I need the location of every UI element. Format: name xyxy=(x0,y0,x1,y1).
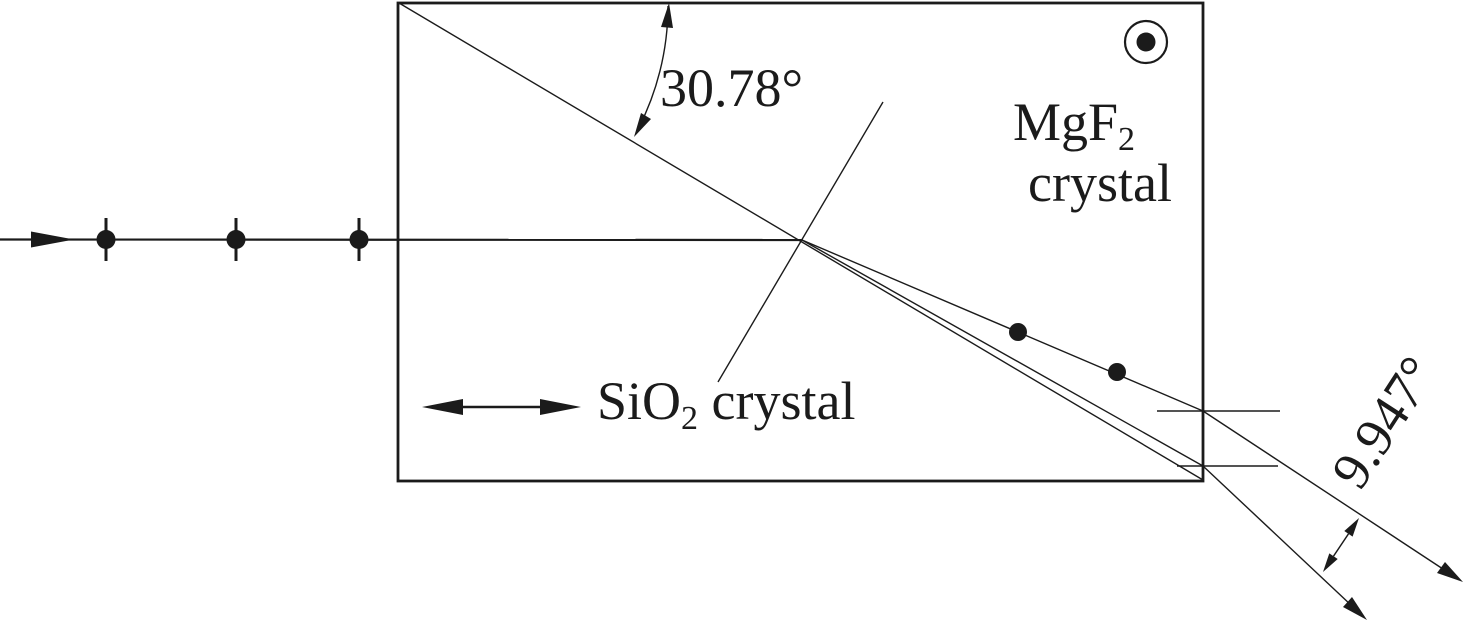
mgf2-subscript: 2 xyxy=(1118,121,1135,158)
in-plane-polarization-arrowhead-right xyxy=(540,399,581,415)
angle-arc-arrowhead-down xyxy=(634,113,651,137)
mgf2-crystal-label-line2: crystal xyxy=(1028,153,1172,213)
sio2-crystal-label: SiO2 crystal xyxy=(597,371,856,437)
separation-angle-arrowhead-up xyxy=(1344,518,1359,537)
exit-ray-upper-line xyxy=(1202,410,1447,572)
mgf2-formula: MgF xyxy=(1013,92,1118,152)
incident-ray-arrowhead xyxy=(31,231,74,248)
crystal-box xyxy=(396,1,1205,483)
separation-angle-arrow xyxy=(1323,518,1359,572)
mgf2-crystal-label: MgF2 xyxy=(1013,92,1135,158)
polarization-dot-icon xyxy=(1108,363,1126,381)
polarization-dot-icon xyxy=(349,230,369,249)
exit-ray-lower-arrowhead xyxy=(1343,597,1367,620)
sio2-formula: SiO xyxy=(597,371,681,431)
interface-angle-label: 30.78° xyxy=(660,58,803,118)
sio2-subscript: 2 xyxy=(681,400,698,437)
separation-angle-label: 9.947° xyxy=(1320,346,1448,499)
polarization-dot-icon xyxy=(226,230,246,249)
refracted-ray-upper-line xyxy=(801,239,1204,412)
refracted-ray-lower-line xyxy=(801,239,1204,467)
in-plane-polarization-arrowhead-left xyxy=(422,399,463,415)
exit-ray-lower-line xyxy=(1202,465,1353,607)
exit-ray-upper-arrowhead xyxy=(1437,562,1463,582)
exit-ray-lower xyxy=(1202,465,1367,620)
out-of-page-icon xyxy=(1123,19,1169,65)
incidence-angle-arc xyxy=(634,3,673,137)
exit-ray-upper xyxy=(1202,410,1463,582)
polarization-dot-icon xyxy=(96,230,116,249)
incident-ray xyxy=(0,218,803,261)
in-plane-polarization-arrow-icon xyxy=(422,399,581,415)
polarization-dot-icon xyxy=(1009,323,1027,341)
interface-normal-line xyxy=(717,101,884,383)
out-of-page-circle xyxy=(1123,19,1169,65)
sio2-suffix: crystal xyxy=(698,371,855,431)
separation-angle-arrow-line xyxy=(1332,533,1350,557)
refracted-ray-upper xyxy=(801,239,1204,412)
incident-ray-line xyxy=(0,238,803,242)
out-of-page-dot xyxy=(1136,32,1156,52)
angle-arc-arrowhead-up xyxy=(661,3,673,28)
separation-angle-arrowhead-down xyxy=(1323,553,1338,572)
